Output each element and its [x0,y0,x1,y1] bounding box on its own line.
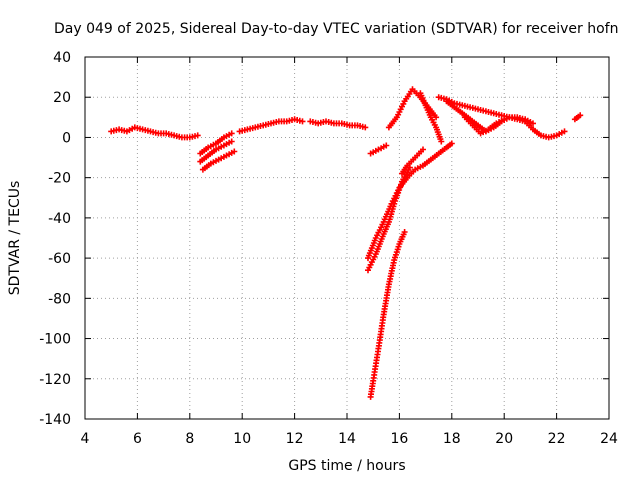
y-tick-label: 20 [53,90,71,106]
series-arc-10to12 [236,116,306,135]
data-point-markers [307,118,369,131]
x-tick-label: 8 [185,431,194,447]
chart-title: Day 049 of 2025, Sidereal Day-to-day VTE… [54,21,618,37]
data-point-markers [108,124,201,141]
x-tick-label: 4 [81,431,90,447]
x-tick-label: 14 [338,431,356,447]
data-point-markers [571,112,584,123]
data-point-markers [199,148,238,173]
data-point-markers [197,130,235,157]
data-point-markers [399,146,426,177]
x-tick-label: 12 [286,431,304,447]
x-tick-label: 16 [390,431,408,447]
series-arc-21-22 [522,118,568,141]
series-arc-plunge-a [365,140,455,262]
axis-ticks: 4 6 8 10 12 14 16 18 20 22 24 -140 -120 -100 -80 -60 -40… [39,50,618,447]
series-arc-15-drop [367,142,390,157]
series-arc-8to10-c [199,148,238,173]
data-points [108,86,584,400]
x-axis-label: GPS time / hours [288,458,405,474]
data-point-markers [417,90,445,145]
series-arc-8to10-b [197,138,235,165]
series-arc-plunge-b [365,164,413,274]
y-tick-label: -120 [39,372,71,388]
data-point-markers [197,138,235,165]
data-point-markers [385,86,440,131]
series-arc-15-16-rise [385,86,440,131]
y-tick-label: -20 [48,171,71,187]
series-arc-morning [108,124,201,141]
x-tick-label: 22 [548,431,566,447]
y-tick-label: -100 [39,332,71,348]
data-point-markers [365,164,413,274]
data-point-markers [236,116,306,135]
y-tick-label: -140 [39,412,71,428]
data-point-markers [367,229,408,400]
series-arc-plunge-c [399,146,426,177]
series-arc-16-18-dip [417,90,445,145]
data-point-markers [461,114,508,137]
y-tick-label: -80 [48,291,71,307]
x-tick-label: 6 [133,431,142,447]
x-tick-label: 10 [233,431,251,447]
y-tick-label: -60 [48,251,71,267]
y-axis-label: SDTVAR / TECUs [7,181,23,296]
series-arc-12to14 [307,118,369,131]
series-arc-19-20 [461,114,508,137]
series-arc-23 [571,112,584,123]
y-tick-label: -40 [48,211,71,227]
grid [85,57,609,419]
data-point-markers [365,140,455,262]
series-arc-8to10-a [197,130,235,157]
x-tick-label: 18 [443,431,461,447]
series-arc-plunge-d [367,229,408,400]
y-tick-label: 40 [53,50,71,66]
x-tick-label: 24 [600,431,618,447]
x-tick-label: 20 [495,431,513,447]
data-point-markers [367,142,390,157]
y-tick-label: 0 [62,130,71,146]
data-point-markers [522,118,568,141]
